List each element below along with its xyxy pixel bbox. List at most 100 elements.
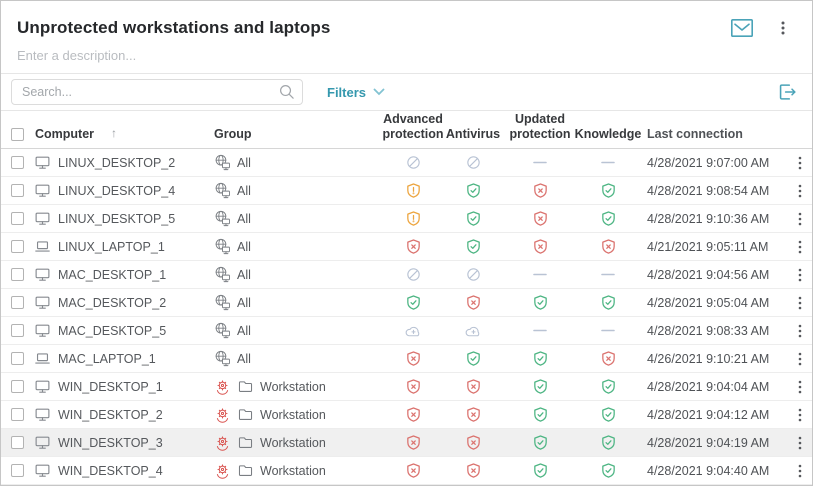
- export-icon[interactable]: [776, 81, 798, 103]
- table-row[interactable]: WIN_DESKTOP_4 Workstation 4/28/2021 9:04…: [1, 457, 812, 485]
- description-input[interactable]: [17, 48, 517, 63]
- row-checkbox[interactable]: [11, 268, 24, 281]
- row-menu-button[interactable]: [794, 295, 806, 311]
- last-connection: 4/28/2021 9:04:56 AM: [635, 268, 785, 282]
- shield-check-icon: [600, 462, 617, 479]
- search-input[interactable]: [11, 79, 303, 105]
- kebab-menu-icon[interactable]: [776, 20, 790, 36]
- column-header-last-connection[interactable]: Last connection: [635, 127, 785, 141]
- row-menu-button[interactable]: [794, 155, 806, 171]
- row-checkbox[interactable]: [11, 240, 24, 253]
- all-group-icon: [214, 266, 231, 283]
- row-menu-button[interactable]: [794, 211, 806, 227]
- table-row[interactable]: MAC_DESKTOP_1 All 4/28/2021 9:04:56 AM: [1, 261, 812, 289]
- threat-detected-icon: [214, 378, 231, 395]
- shield-x-icon: [600, 238, 617, 255]
- table-row[interactable]: MAC_DESKTOP_5 All 4/28/2021 9:08:33 AM: [1, 317, 812, 345]
- table-row[interactable]: LINUX_DESKTOP_4 All 4/28/2021 9:08:54 AM: [1, 177, 812, 205]
- all-group-icon: [214, 238, 231, 255]
- last-connection: 4/26/2021 9:10:21 AM: [635, 352, 785, 366]
- computer-name: MAC_DESKTOP_1: [58, 268, 166, 282]
- group-name: Workstation: [260, 408, 326, 422]
- column-header-group[interactable]: Group: [206, 127, 379, 141]
- row-menu-button[interactable]: [794, 239, 806, 255]
- slashed-circle-icon: [465, 266, 482, 283]
- table-row[interactable]: LINUX_DESKTOP_2 All 4/28/2021 9:07:00 AM: [1, 149, 812, 177]
- threat-detected-icon: [214, 434, 231, 451]
- shield-check-icon: [405, 294, 422, 311]
- computer-name: WIN_DESKTOP_4: [58, 464, 163, 478]
- column-header-antivirus[interactable]: Antivirus: [447, 127, 499, 141]
- last-connection: 4/28/2021 9:07:00 AM: [635, 156, 785, 170]
- desktop-icon: [34, 462, 51, 479]
- desktop-icon: [34, 322, 51, 339]
- group-name: All: [237, 296, 251, 310]
- row-checkbox[interactable]: [11, 408, 24, 421]
- folder-icon: [237, 462, 254, 479]
- row-checkbox[interactable]: [11, 464, 24, 477]
- laptop-icon: [34, 238, 51, 255]
- dash-icon: [599, 266, 617, 283]
- table-row[interactable]: WIN_DESKTOP_1 Workstation 4/28/2021 9:04…: [1, 373, 812, 401]
- row-menu-button[interactable]: [794, 463, 806, 479]
- table-row[interactable]: LINUX_DESKTOP_5 All 4/28/2021 9:10:36 AM: [1, 205, 812, 233]
- shield-x-icon: [532, 210, 549, 227]
- shield-x-icon: [532, 182, 549, 199]
- row-checkbox[interactable]: [11, 436, 24, 449]
- table-row[interactable]: WIN_DESKTOP_2 Workstation 4/28/2021 9:04…: [1, 401, 812, 429]
- row-checkbox[interactable]: [11, 184, 24, 197]
- desktop-icon: [34, 154, 51, 171]
- shield-check-icon: [532, 378, 549, 395]
- table-row[interactable]: MAC_LAPTOP_1 All 4/26/2021 9:10:21 AM: [1, 345, 812, 373]
- table-row[interactable]: LINUX_LAPTOP_1 All 4/21/2021 9:05:11 AM: [1, 233, 812, 261]
- desktop-icon: [34, 210, 51, 227]
- row-menu-button[interactable]: [794, 323, 806, 339]
- all-group-icon: [214, 154, 231, 171]
- group-name: Workstation: [260, 436, 326, 450]
- last-connection: 4/28/2021 9:04:12 AM: [635, 408, 785, 422]
- row-menu-button[interactable]: [794, 267, 806, 283]
- slashed-circle-icon: [405, 266, 422, 283]
- unprotected-computers-panel: Unprotected workstations and laptops: [0, 0, 813, 486]
- shield-check-icon: [465, 210, 482, 227]
- envelope-icon[interactable]: [730, 18, 754, 38]
- column-header-computer[interactable]: Computer ↑: [31, 127, 206, 141]
- shield-exclamation-icon: [405, 210, 422, 227]
- last-connection: 4/28/2021 9:10:36 AM: [635, 212, 785, 226]
- row-checkbox[interactable]: [11, 212, 24, 225]
- column-header-knowledge[interactable]: Knowledge: [581, 127, 635, 141]
- shield-check-icon: [600, 406, 617, 423]
- select-all-checkbox[interactable]: [11, 128, 24, 141]
- row-checkbox[interactable]: [11, 380, 24, 393]
- row-checkbox[interactable]: [11, 296, 24, 309]
- last-connection: 4/28/2021 9:08:33 AM: [635, 324, 785, 338]
- column-header-advanced-protection[interactable]: Advanced protection: [379, 112, 447, 141]
- table-body: LINUX_DESKTOP_2 All 4/28/2021 9:07:00 AM…: [1, 149, 812, 485]
- computer-name: MAC_DESKTOP_5: [58, 324, 166, 338]
- column-header-updated-protection[interactable]: Updated protection: [499, 112, 581, 141]
- shield-check-icon: [465, 238, 482, 255]
- row-checkbox[interactable]: [11, 352, 24, 365]
- row-menu-button[interactable]: [794, 435, 806, 451]
- chevron-down-icon: [373, 88, 385, 96]
- shield-x-icon: [465, 294, 482, 311]
- row-menu-button[interactable]: [794, 407, 806, 423]
- desktop-icon: [34, 182, 51, 199]
- dash-icon: [531, 154, 549, 171]
- computer-name: LINUX_LAPTOP_1: [58, 240, 165, 254]
- title-bar: Unprotected workstations and laptops: [1, 1, 812, 45]
- laptop-icon: [34, 350, 51, 367]
- group-name: All: [237, 240, 251, 254]
- row-menu-button[interactable]: [794, 379, 806, 395]
- filters-button[interactable]: Filters: [327, 85, 385, 100]
- row-checkbox[interactable]: [11, 156, 24, 169]
- desktop-icon: [34, 406, 51, 423]
- row-menu-button[interactable]: [794, 351, 806, 367]
- row-menu-button[interactable]: [794, 183, 806, 199]
- shield-check-icon: [532, 406, 549, 423]
- table-row[interactable]: WIN_DESKTOP_3 Workstation 4/28/2021 9:04…: [1, 429, 812, 457]
- row-checkbox[interactable]: [11, 324, 24, 337]
- last-connection: 4/21/2021 9:05:11 AM: [635, 240, 785, 254]
- table-row[interactable]: MAC_DESKTOP_2 All 4/28/2021 9:05:04 AM: [1, 289, 812, 317]
- group-name: All: [237, 184, 251, 198]
